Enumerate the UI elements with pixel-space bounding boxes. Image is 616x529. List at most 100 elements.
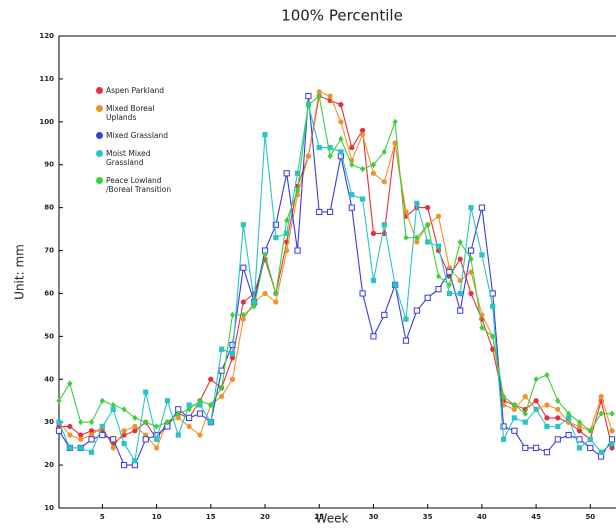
point [468, 205, 474, 211]
point [360, 165, 366, 173]
point [78, 436, 84, 442]
plot-frame [58, 35, 616, 509]
point [511, 401, 518, 409]
chart-title: 100% Percentile [281, 7, 403, 25]
legend-label: Mixed Grassland [106, 131, 169, 140]
point [576, 436, 583, 443]
point [99, 431, 106, 439]
point [110, 445, 116, 451]
point [132, 423, 138, 430]
series-line [58, 96, 613, 466]
point [143, 419, 149, 426]
point [294, 187, 301, 194]
point [67, 423, 73, 430]
x-tick-label: 40 [477, 513, 487, 521]
point [78, 445, 84, 451]
point [229, 311, 236, 319]
point [251, 299, 257, 305]
legend-item: Peace Lowland /Boreal Transition [96, 176, 216, 194]
point [403, 234, 409, 241]
point [544, 371, 550, 379]
point [316, 92, 322, 100]
point [555, 397, 561, 404]
point [490, 333, 496, 340]
point [143, 389, 149, 395]
point [196, 410, 204, 417]
point [153, 445, 160, 451]
point [348, 204, 355, 211]
point [370, 161, 377, 168]
point [240, 316, 246, 322]
series [56, 92, 615, 434]
point [153, 423, 160, 430]
point [598, 393, 604, 400]
point [197, 402, 203, 408]
point [413, 307, 420, 314]
point [99, 423, 105, 430]
point [142, 436, 149, 443]
point [78, 419, 84, 426]
point [544, 415, 550, 421]
y-tick-label: 60 [44, 289, 54, 297]
point [414, 200, 420, 206]
point [229, 355, 236, 361]
point [208, 401, 214, 409]
point [251, 303, 257, 310]
point [272, 221, 279, 228]
point [392, 118, 398, 125]
point [565, 431, 572, 439]
point [88, 428, 95, 434]
point [446, 281, 452, 288]
point [240, 311, 246, 319]
point [609, 441, 615, 447]
point [370, 333, 377, 340]
point [186, 423, 192, 430]
point [175, 415, 181, 421]
point [349, 144, 355, 151]
point [402, 337, 410, 344]
point [273, 299, 279, 305]
point [533, 406, 539, 412]
x-tick-label: 15 [206, 513, 216, 521]
point [240, 264, 247, 271]
point [349, 161, 355, 168]
point [186, 402, 192, 408]
point [229, 376, 236, 382]
point [327, 144, 333, 151]
x-tick-label: 50 [585, 513, 595, 521]
point [359, 290, 366, 297]
y-tick-label: 40 [44, 375, 54, 383]
y-tick-label: 30 [44, 418, 54, 426]
point [360, 132, 366, 138]
point [110, 401, 116, 409]
point [425, 221, 431, 228]
point [305, 101, 311, 108]
point [56, 419, 62, 425]
point [425, 205, 431, 211]
point [78, 432, 84, 438]
series-line [58, 104, 613, 463]
point [490, 303, 496, 309]
point [576, 419, 583, 426]
point [338, 149, 344, 155]
series-line [58, 95, 612, 432]
point [121, 406, 127, 413]
point [435, 213, 442, 219]
point [338, 119, 344, 125]
point [522, 393, 528, 400]
point [88, 419, 95, 426]
point [316, 208, 323, 216]
point [500, 436, 507, 442]
point [381, 222, 387, 228]
point [88, 449, 95, 455]
legend-item: Moist Mixed Grassland [96, 149, 216, 167]
point [219, 393, 225, 400]
point [284, 247, 290, 254]
point [457, 290, 463, 297]
point [543, 449, 551, 456]
x-tick-label: 45 [531, 513, 541, 521]
point [522, 444, 529, 452]
point [88, 436, 95, 443]
